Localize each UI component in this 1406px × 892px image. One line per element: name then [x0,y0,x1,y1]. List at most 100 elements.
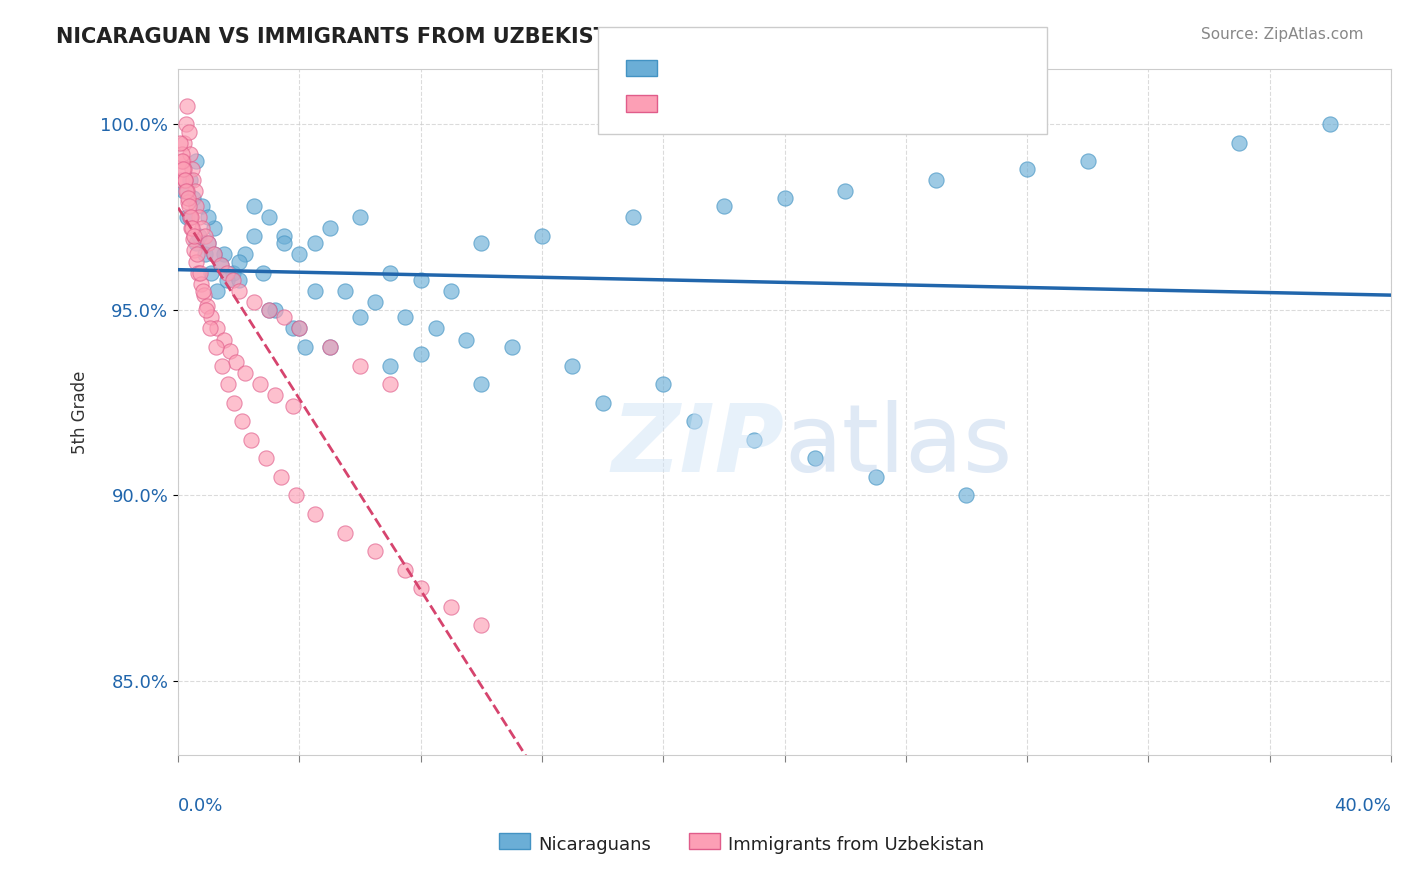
Point [225,355,247,369]
Text: Nicaraguans: Nicaraguans [538,836,651,854]
Point [181,191,204,205]
Point [349,210,371,224]
Point [186,199,208,213]
Point [273,235,295,250]
Point [364,544,387,558]
Point [349,359,371,373]
Text: 0.0%: 0.0% [179,797,224,814]
Point [179,173,201,187]
Point [191,199,214,213]
Point [187,266,209,280]
Point [333,285,356,299]
Point [204,221,226,235]
Point [713,199,735,213]
Point [252,266,274,280]
Point [188,210,211,224]
Point [249,377,271,392]
Point [409,582,432,596]
Point [177,125,200,139]
Point [194,228,217,243]
Point [834,184,856,198]
Point [204,247,226,261]
Point [188,228,211,243]
Point [170,173,193,187]
Point [172,161,194,176]
Point [198,321,221,335]
Point [179,210,201,224]
Point [217,377,239,392]
Point [177,191,200,205]
Point [470,377,492,392]
Point [682,414,704,428]
Point [264,388,287,402]
Point [257,302,280,317]
Point [197,235,219,250]
Point [380,359,402,373]
Point [190,277,212,291]
Point [183,228,205,243]
Point [174,184,197,198]
Point [179,199,201,213]
Point [193,288,215,302]
Point [224,395,246,409]
Point [186,154,208,169]
Point [207,321,229,335]
Point [380,377,402,392]
Point [456,333,478,347]
Point [804,451,827,466]
Point [742,433,765,447]
Point [209,258,232,272]
Point [228,273,250,287]
Point [174,173,197,187]
Point [169,136,191,150]
Point [243,199,266,213]
Point [273,310,295,325]
Point [184,184,207,198]
Point [184,254,207,268]
Point [470,235,492,250]
Point [304,507,326,521]
Point [215,266,238,280]
Point [652,377,675,392]
Point [218,343,240,358]
Point [925,173,948,187]
Point [425,321,447,335]
Point [254,451,277,466]
Point [221,266,243,280]
Point [394,310,416,325]
Point [188,266,211,280]
Point [364,295,387,310]
Point [205,340,228,354]
Point [239,433,262,447]
Point [283,321,305,335]
Point [283,400,305,414]
Point [273,228,295,243]
Point [173,173,195,187]
Point [294,340,316,354]
Point [561,359,583,373]
Point [200,310,222,325]
Point [215,273,238,287]
Point [186,235,208,250]
Point [1227,136,1250,150]
Point [207,285,229,299]
Point [209,258,232,272]
Point [221,273,243,287]
Point [264,302,287,317]
Point [1077,154,1099,169]
Point [394,563,416,577]
Text: atlas: atlas [785,401,1012,492]
Point [176,184,198,198]
Point [194,247,217,261]
Point [409,273,432,287]
Point [191,221,214,235]
Point [592,395,614,409]
Point [211,359,233,373]
Point [243,295,266,310]
Point [440,599,463,614]
Point [304,285,326,299]
Text: NICARAGUAN VS IMMIGRANTS FROM UZBEKISTAN 5TH GRADE CORRELATION CHART: NICARAGUAN VS IMMIGRANTS FROM UZBEKISTAN… [56,27,1038,46]
Point [318,340,340,354]
Point [304,235,326,250]
Text: R = 0.335   N = 72: R = 0.335 N = 72 [668,58,853,77]
